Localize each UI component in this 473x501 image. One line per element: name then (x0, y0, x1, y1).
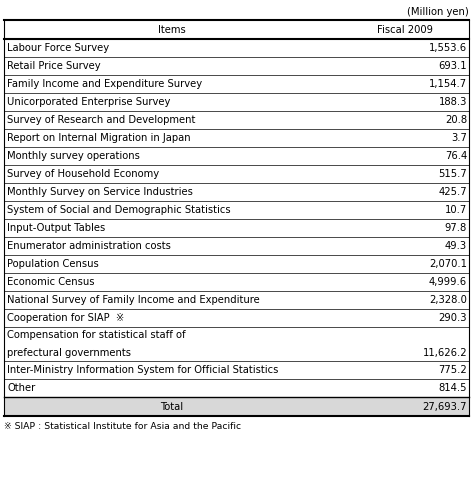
Text: National Survey of Family Income and Expenditure: National Survey of Family Income and Exp… (7, 295, 260, 305)
Text: Monthly Survey on Service Industries: Monthly Survey on Service Industries (7, 187, 193, 197)
Text: 290.3: 290.3 (438, 313, 467, 323)
Text: Fiscal 2009: Fiscal 2009 (377, 26, 432, 36)
Text: 11,626.2: 11,626.2 (422, 348, 467, 358)
Text: Cooperation for SIAP  ※: Cooperation for SIAP ※ (7, 313, 124, 323)
Text: 27,693.7: 27,693.7 (422, 402, 467, 412)
Text: Family Income and Expenditure Survey: Family Income and Expenditure Survey (7, 79, 202, 89)
Text: Other: Other (7, 383, 35, 393)
Text: 4,999.6: 4,999.6 (429, 277, 467, 287)
Text: Total: Total (160, 402, 184, 412)
Text: Enumerator administration costs: Enumerator administration costs (7, 241, 171, 251)
Text: 425.7: 425.7 (438, 187, 467, 197)
Text: 693.1: 693.1 (438, 61, 467, 71)
Text: Monthly survey operations: Monthly survey operations (7, 151, 140, 161)
Text: 20.8: 20.8 (445, 115, 467, 125)
Text: Unicorporated Enterprise Survey: Unicorporated Enterprise Survey (7, 97, 170, 107)
Text: (Million yen): (Million yen) (407, 7, 469, 17)
Text: Compensation for statistical staff of: Compensation for statistical staff of (7, 330, 185, 340)
Text: Inter-Ministry Information System for Official Statistics: Inter-Ministry Information System for Of… (7, 365, 279, 375)
Text: 49.3: 49.3 (445, 241, 467, 251)
Text: Economic Census: Economic Census (7, 277, 95, 287)
Bar (4, 397, 469, 416)
Text: 188.3: 188.3 (438, 97, 467, 107)
Text: 3.7: 3.7 (451, 133, 467, 143)
Text: Report on Internal Migration in Japan: Report on Internal Migration in Japan (7, 133, 191, 143)
Text: 10.7: 10.7 (445, 205, 467, 215)
Text: 1,553.6: 1,553.6 (429, 43, 467, 53)
Text: Retail Price Survey: Retail Price Survey (7, 61, 101, 71)
Text: Population Census: Population Census (7, 259, 99, 269)
Text: Input-Output Tables: Input-Output Tables (7, 223, 105, 233)
Text: Labour Force Survey: Labour Force Survey (7, 43, 109, 53)
Text: 515.7: 515.7 (438, 169, 467, 179)
Text: 1,154.7: 1,154.7 (429, 79, 467, 89)
Text: 76.4: 76.4 (445, 151, 467, 161)
Text: System of Social and Demographic Statistics: System of Social and Demographic Statist… (7, 205, 231, 215)
Text: Survey of Household Economy: Survey of Household Economy (7, 169, 159, 179)
Text: 97.8: 97.8 (445, 223, 467, 233)
Text: 2,328.0: 2,328.0 (429, 295, 467, 305)
Text: prefectural governments: prefectural governments (7, 348, 131, 358)
Text: ※ SIAP : Statistical Institute for Asia and the Pacific: ※ SIAP : Statistical Institute for Asia … (4, 422, 241, 431)
Text: 775.2: 775.2 (438, 365, 467, 375)
Text: 814.5: 814.5 (438, 383, 467, 393)
Text: Survey of Research and Development: Survey of Research and Development (7, 115, 195, 125)
Text: 2,070.1: 2,070.1 (429, 259, 467, 269)
Text: Items: Items (158, 26, 186, 36)
